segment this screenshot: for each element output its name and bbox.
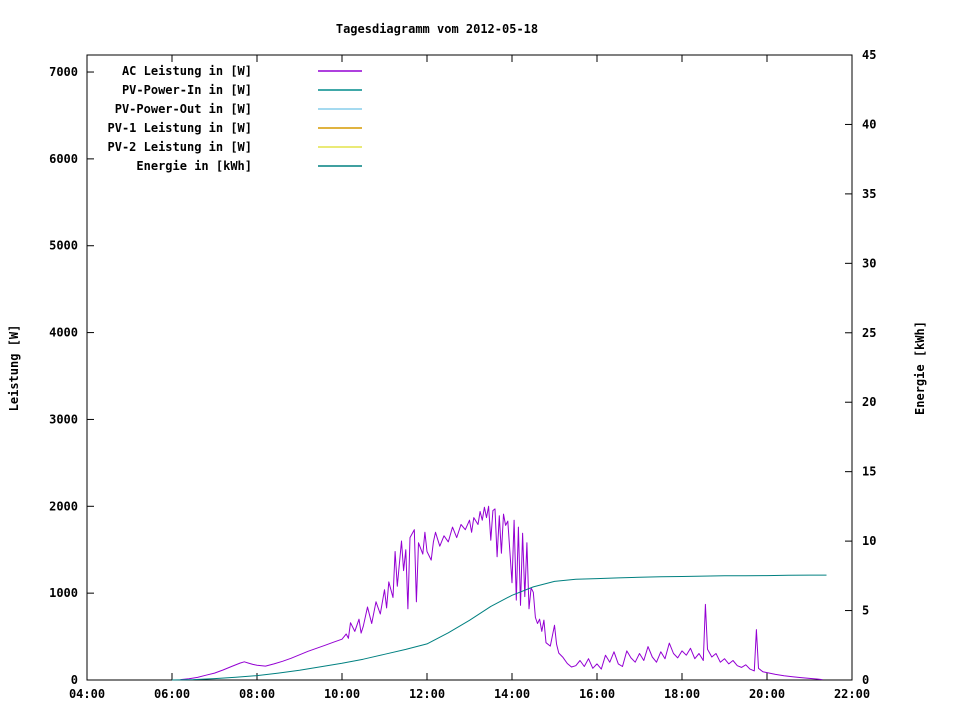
left-axis-tick-label: 7000 <box>49 65 78 79</box>
left-axis-tick-label: 4000 <box>49 326 78 340</box>
right-axis-tick-label: 15 <box>862 465 876 479</box>
series-line-energie <box>171 574 827 681</box>
left-axis-tick-label: 5000 <box>49 239 78 253</box>
legend-label-energie: Energie in [kWh] <box>136 159 252 173</box>
x-axis-tick-label: 22:00 <box>834 687 870 701</box>
plot-border <box>86 54 853 681</box>
x-axis-tick-label: 20:00 <box>749 687 785 701</box>
right-axis-tick-label: 10 <box>862 534 876 548</box>
legend-label-pv-power-in: PV-Power-In in [W] <box>122 83 252 97</box>
right-axis-tick-label: 20 <box>862 395 876 409</box>
x-axis-tick-label: 14:00 <box>494 687 530 701</box>
right-axis-tick-label: 0 <box>862 673 869 687</box>
series-line-ac-leistung <box>180 505 823 681</box>
right-axis-tick-label: 30 <box>862 256 876 270</box>
right-axis-tick-label: 35 <box>862 187 876 201</box>
left-axis-tick-label: 3000 <box>49 412 78 426</box>
right-axis-tick-label: 5 <box>862 604 869 618</box>
right-axis-tick-label: 45 <box>862 48 876 62</box>
left-axis-tick-label: 1000 <box>49 586 78 600</box>
x-axis-tick-label: 16:00 <box>579 687 615 701</box>
x-axis-tick-label: 12:00 <box>409 687 445 701</box>
legend-label-pv-power-out: PV-Power-Out in [W] <box>115 102 252 116</box>
right-axis-tick-label: 40 <box>862 117 876 131</box>
x-axis-tick-label: 08:00 <box>239 687 275 701</box>
chart-title: Tagesdiagramm vom 2012-05-18 <box>335 22 539 36</box>
x-axis-tick-label: 10:00 <box>324 687 360 701</box>
x-axis-tick-label: 06:00 <box>154 687 190 701</box>
right-axis-tick-label: 25 <box>862 326 876 340</box>
legend-label-pv-1-leistung: PV-1 Leistung in [W] <box>108 121 253 135</box>
left-axis-tick-label: 6000 <box>49 152 78 166</box>
legend-label-pv-2-leistung: PV-2 Leistung in [W] <box>108 140 253 154</box>
x-axis-tick-label: 04:00 <box>69 687 105 701</box>
left-axis-tick-label: 2000 <box>49 499 78 513</box>
x-axis-tick-label: 18:00 <box>664 687 700 701</box>
legend-label-ac-leistung: AC Leistung in [W] <box>122 64 252 78</box>
left-axis-tick-label: 0 <box>71 673 78 687</box>
